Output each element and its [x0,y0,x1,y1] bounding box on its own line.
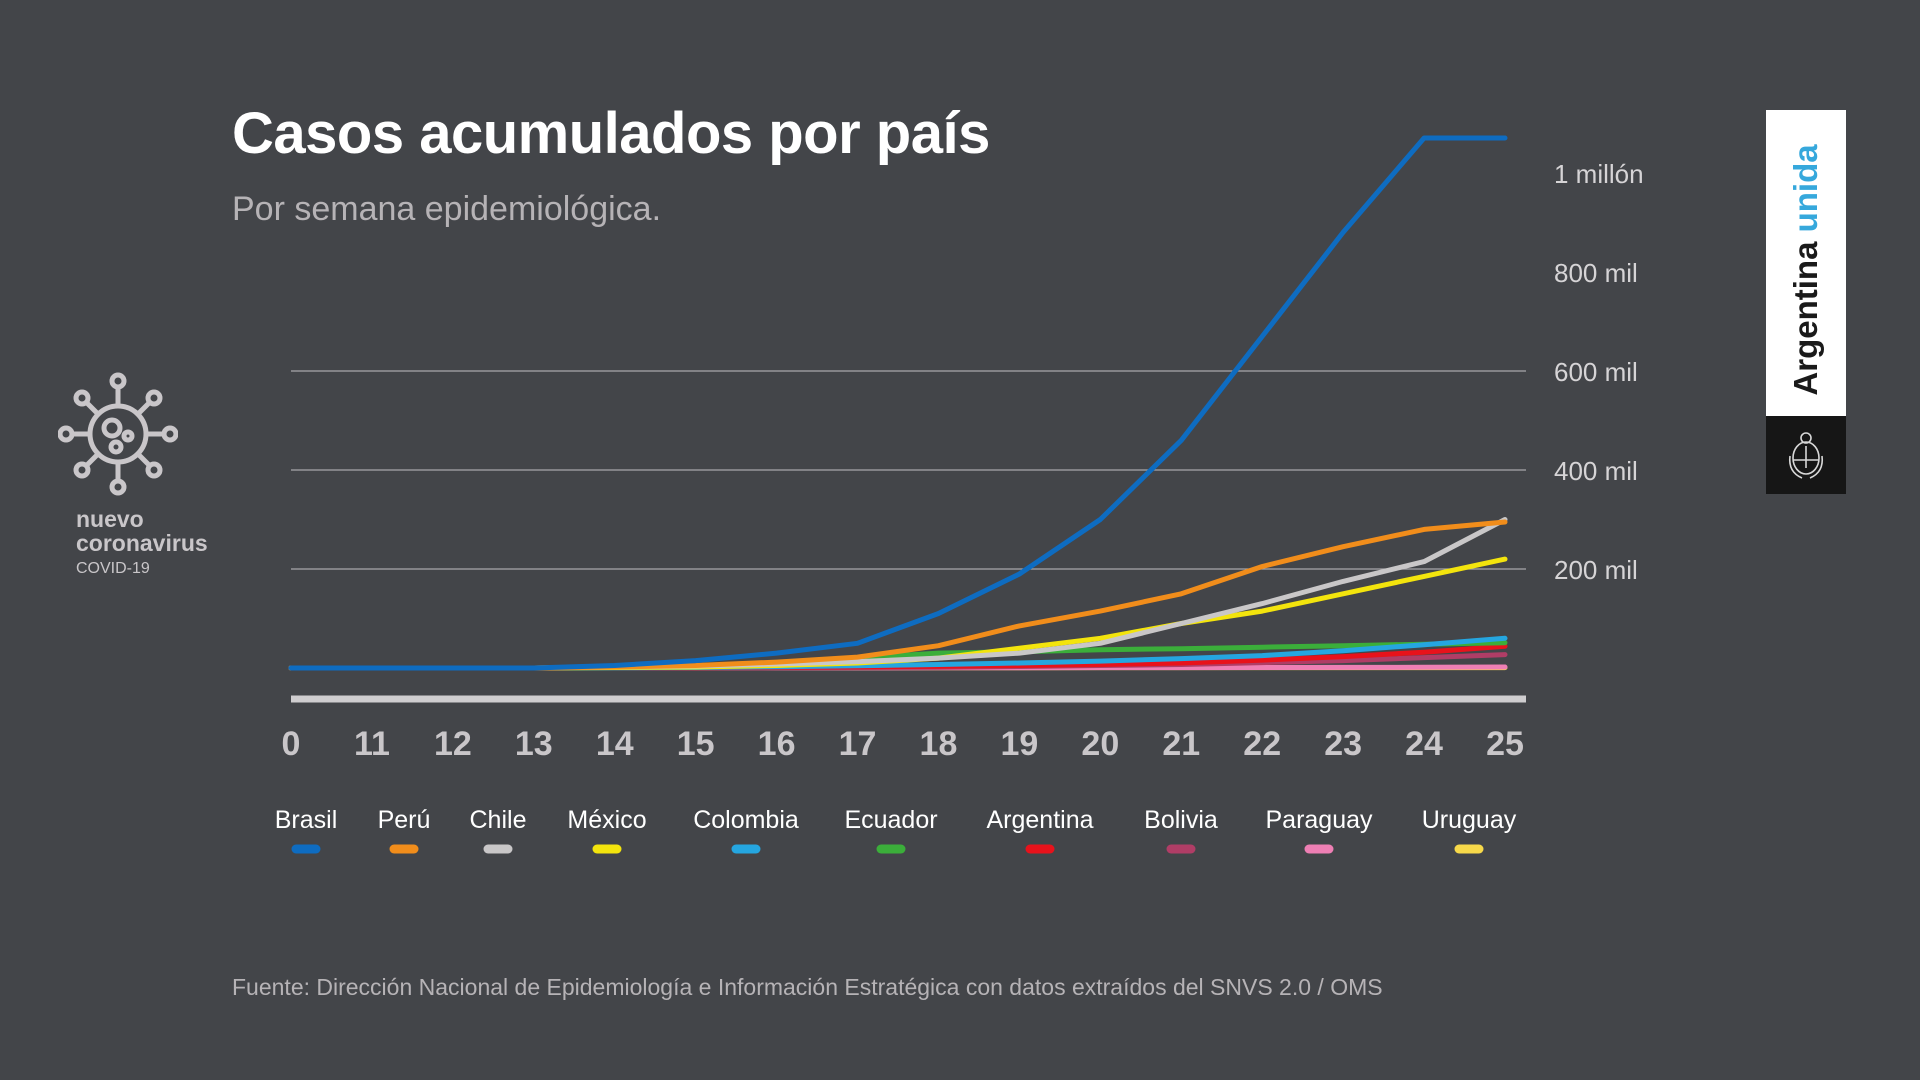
gridlines [291,370,1526,703]
covid-brand: nuevo coronavirus COVID-19 [57,372,238,592]
legend-item-perú: Perú [378,806,431,854]
y-tick-label: 400 mil [1554,456,1638,486]
national-seal-icon [1788,432,1824,479]
legend-label: México [567,806,646,834]
chart-title: Casos acumulados por país [232,101,990,166]
brand-subtitle: COVID-19 [76,560,150,577]
series-line-brasil [288,135,1508,671]
legend-label: Bolivia [1144,806,1218,834]
brand-name-line2: coronavirus [76,530,208,556]
series-lines [288,135,1508,671]
brand-name-line1: nuevo [76,506,144,532]
x-tick-label: 22 [1243,725,1281,763]
y-tick-label: 200 mil [1554,555,1638,585]
legend-label: Colombia [693,806,799,834]
x-tick-label: 16 [758,725,796,763]
legend-item-uruguay: Uruguay [1422,806,1517,854]
virus-icon [57,372,179,496]
legend-label: Argentina [986,806,1093,834]
legend-item-argentina: Argentina [986,806,1094,854]
legend-item-ecuador: Ecuador [844,806,938,854]
x-tick-label: 18 [920,725,958,763]
x-tick-label: 15 [677,725,715,763]
legend-item-brasil: Brasil [275,806,338,854]
x-tick-label: 19 [1000,725,1038,763]
legend-item-colombia: Colombia [693,806,799,854]
legend: Brasil Perú Chile México Colombia Ecuador Arge… [275,806,1517,854]
legend-item-paraguay: Paraguay [1265,806,1373,854]
x-tick-label: 20 [1081,725,1119,763]
x-tick-label: 13 [515,725,553,763]
x-tick-label: 25 [1486,725,1524,763]
source-note: Fuente: Dirección Nacional de Epidemiolo… [232,974,1383,1000]
x-tick-label: 0 [282,725,301,763]
legend-label: Brasil [275,806,338,834]
legend-item-méxico: México [567,806,647,854]
x-tick-label: 24 [1405,725,1443,763]
y-axis-ticks: 200 mil 400 mil 600 mil 800 mil 1 millón [1554,159,1644,585]
legend-label: Chile [470,806,527,834]
y-tick-label: 600 mil [1554,357,1638,387]
x-tick-label: 12 [434,725,472,763]
x-tick-label: 23 [1324,725,1362,763]
chart-subtitle: Por semana epidemiológica. [232,190,662,228]
legend-label: Paraguay [1265,806,1373,834]
x-tick-label: 21 [1162,725,1200,763]
x-tick-label: 11 [354,725,390,763]
legend-label: Uruguay [1422,806,1517,834]
seal-box [1766,416,1846,494]
legend-item-chile: Chile [470,806,527,854]
y-tick-label: 800 mil [1554,258,1638,288]
legend-item-bolivia: Bolivia [1144,806,1218,854]
x-tick-label: 14 [596,725,634,763]
x-axis-ticks: 0 11 12 13 14 15 16 17 18 19 20 21 22 23 24 25 [282,725,1524,763]
legend-label: Perú [378,806,431,834]
argentina-unida-logo: Argentina unida [1766,110,1846,494]
legend-label: Ecuador [844,806,937,834]
x-tick-label: 17 [839,725,877,763]
y-tick-label: 1 millón [1554,159,1644,189]
